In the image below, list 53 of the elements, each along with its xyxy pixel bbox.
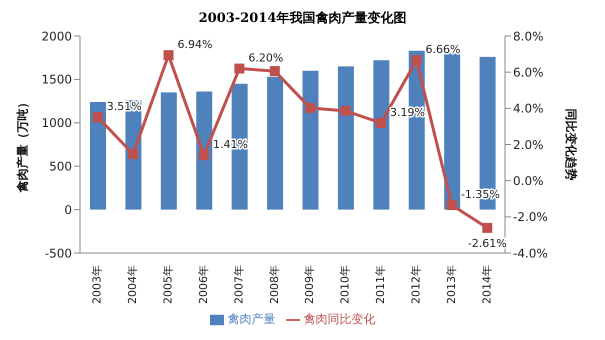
legend-label: 禽肉产量 xyxy=(228,312,276,326)
point xyxy=(411,55,422,66)
y2-tick-label: -4.0% xyxy=(513,246,548,260)
y2-tick-label: 8.0% xyxy=(513,29,544,44)
data-label: 6.94% xyxy=(178,38,212,52)
data-label: 6.20% xyxy=(248,52,284,65)
bar xyxy=(444,53,460,210)
point xyxy=(376,118,386,128)
y-tick-label: 1500 xyxy=(41,72,72,87)
point xyxy=(198,150,209,160)
x-tick-label: 2006年 xyxy=(196,265,210,304)
x-tick-label: 2014年 xyxy=(480,265,494,304)
bar xyxy=(338,66,354,210)
y2-tick-label: 0.0% xyxy=(513,174,544,188)
point xyxy=(92,112,103,122)
point xyxy=(270,66,280,76)
y-tick-label: 500 xyxy=(49,159,72,174)
point xyxy=(482,222,492,233)
point xyxy=(305,102,316,113)
y2-axis-title: 同比变化趋势 xyxy=(564,108,578,180)
point xyxy=(164,50,174,60)
y-tick-label: 0 xyxy=(64,202,72,217)
point xyxy=(446,200,457,210)
chart-title: 2003-2014年我国禽肉产量变化图 xyxy=(198,10,408,28)
bar xyxy=(267,76,284,210)
x-tick-label: 2008年 xyxy=(268,265,281,304)
point xyxy=(128,149,138,160)
legend-label: 禽肉同比变化 xyxy=(304,312,376,326)
x-tick-label: 2013年 xyxy=(444,265,458,304)
x-tick-label: 2004年 xyxy=(126,265,140,304)
bar xyxy=(90,102,106,210)
bar xyxy=(302,70,318,210)
y-tick-label: -500 xyxy=(44,246,72,260)
y-axis-title: 禽肉产量（万吨） xyxy=(15,96,30,194)
y2-tick-label: 4.0% xyxy=(513,102,544,116)
bar xyxy=(373,60,390,210)
point xyxy=(234,64,244,74)
x-tick-label: 2009年 xyxy=(303,265,316,304)
y2-tick-label: 6.0% xyxy=(513,65,544,80)
x-tick-label: 2003年 xyxy=(90,265,104,304)
y-tick-label: 1000 xyxy=(41,116,72,130)
point xyxy=(340,106,351,116)
x-tick-label: 2005年 xyxy=(162,265,175,304)
data-label: 6.66% xyxy=(425,43,460,56)
y2-tick-label: 2.0% xyxy=(513,138,544,152)
data-label: -2.61% xyxy=(468,236,507,250)
x-tick-label: 2010年 xyxy=(338,265,352,304)
bar xyxy=(160,92,177,210)
x-tick-label: 2012年 xyxy=(409,265,422,304)
y2-tick-label: -2.0% xyxy=(513,210,548,224)
x-tick-label: 2007年 xyxy=(232,265,246,304)
y-tick-label: 2000 xyxy=(41,29,72,44)
x-tick-label: 2011年 xyxy=(374,265,388,304)
